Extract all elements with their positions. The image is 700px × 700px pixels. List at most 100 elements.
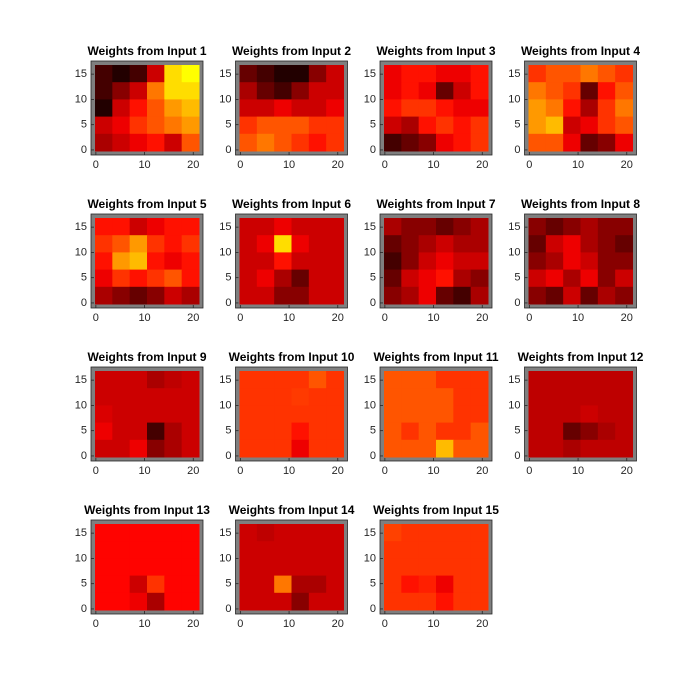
heat-cell bbox=[401, 524, 420, 542]
heat-cell bbox=[256, 371, 275, 389]
heat-cell bbox=[453, 133, 472, 152]
x-tick-label: 10 bbox=[427, 618, 439, 630]
heat-cell bbox=[580, 439, 599, 458]
heat-cell bbox=[256, 558, 275, 577]
y-tick-label: 0 bbox=[514, 297, 520, 309]
heat-cell bbox=[470, 116, 489, 135]
heat-cell bbox=[470, 405, 489, 424]
x-tick-label: 20 bbox=[476, 159, 488, 171]
heat-cell bbox=[326, 82, 344, 100]
heat-cell bbox=[545, 99, 564, 118]
heat-cell bbox=[181, 116, 200, 135]
heat-cell bbox=[326, 235, 344, 253]
heat-cell bbox=[384, 541, 402, 559]
heat-cell bbox=[401, 541, 420, 559]
heat-cell bbox=[95, 82, 113, 100]
axes-box bbox=[524, 60, 637, 156]
heat-cell bbox=[580, 116, 599, 135]
heat-cell bbox=[470, 524, 489, 542]
axes-box bbox=[379, 60, 493, 156]
y-tick-label: 5 bbox=[225, 425, 231, 437]
x-tick-label: 10 bbox=[283, 618, 295, 630]
y-tick-label: 5 bbox=[370, 272, 376, 284]
heat-cell bbox=[470, 218, 489, 236]
heat-cell bbox=[164, 218, 183, 236]
heat-cell bbox=[563, 371, 581, 389]
heat-cell bbox=[147, 558, 165, 577]
heat-cell bbox=[326, 388, 344, 406]
x-tick-label: 0 bbox=[382, 312, 388, 324]
heat-cell bbox=[615, 116, 633, 135]
x-tick-label: 0 bbox=[382, 465, 388, 477]
heat-cell bbox=[545, 218, 564, 236]
heat-cell bbox=[95, 116, 113, 135]
heat-cell bbox=[580, 252, 599, 271]
heat-cell bbox=[453, 592, 472, 611]
x-tick-label: 0 bbox=[93, 618, 99, 630]
heat-cell bbox=[181, 558, 200, 577]
heat-cell bbox=[181, 252, 200, 271]
heat-cell bbox=[291, 235, 310, 253]
y-tick-label: 0 bbox=[514, 144, 520, 156]
x-tick-label: 0 bbox=[93, 465, 99, 477]
y-tick-label: 5 bbox=[81, 578, 87, 590]
heat-cell bbox=[580, 422, 599, 441]
heat-cell bbox=[563, 269, 581, 288]
y-tick-label: 15 bbox=[219, 68, 231, 80]
heat-cell bbox=[291, 116, 310, 135]
heat-cell bbox=[239, 541, 258, 559]
x-tick-label: 0 bbox=[237, 465, 243, 477]
heat-cell bbox=[326, 541, 344, 559]
y-tick-label: 0 bbox=[81, 144, 87, 156]
heat-cell bbox=[239, 82, 258, 100]
heat-cell bbox=[129, 133, 148, 152]
heat-cell bbox=[563, 65, 581, 83]
heat-cell bbox=[597, 252, 616, 271]
x-tick-label: 20 bbox=[476, 465, 488, 477]
heat-cell bbox=[308, 422, 327, 441]
heat-cell bbox=[274, 99, 292, 118]
heat-cell bbox=[308, 524, 327, 542]
heat-cell bbox=[274, 218, 292, 236]
heat-cell bbox=[597, 116, 616, 135]
x-tick-label: 10 bbox=[572, 312, 584, 324]
x-tick-label: 20 bbox=[332, 312, 344, 324]
heat-cell bbox=[470, 558, 489, 577]
heat-cell bbox=[308, 252, 327, 271]
heat-cell bbox=[112, 575, 131, 594]
x-tick-label: 0 bbox=[526, 465, 532, 477]
heat-cell bbox=[418, 524, 437, 542]
x-tick-label: 0 bbox=[526, 312, 532, 324]
y-tick-label: 15 bbox=[364, 221, 376, 233]
heat-cell bbox=[326, 558, 344, 577]
heat-cell bbox=[326, 371, 344, 389]
heat-cell bbox=[181, 99, 200, 118]
heat-cell bbox=[326, 252, 344, 271]
heat-cell bbox=[308, 541, 327, 559]
axes-box bbox=[90, 213, 204, 309]
heat-cell bbox=[239, 286, 258, 305]
y-tick-label: 0 bbox=[370, 450, 376, 462]
y-tick-label: 5 bbox=[370, 119, 376, 131]
x-tick-label: 10 bbox=[283, 465, 295, 477]
heat-cell bbox=[453, 218, 472, 236]
heat-cell bbox=[528, 388, 547, 406]
heat-cell bbox=[528, 286, 547, 305]
axes-box bbox=[90, 519, 204, 615]
heat-cell bbox=[291, 388, 310, 406]
heat-cell bbox=[239, 133, 258, 152]
heat-cell bbox=[256, 65, 275, 83]
heat-cell bbox=[401, 405, 420, 424]
heat-cell bbox=[164, 116, 183, 135]
heat-cell bbox=[112, 541, 131, 559]
heat-cell bbox=[239, 575, 258, 594]
heat-cell bbox=[147, 252, 165, 271]
heat-cell bbox=[95, 405, 113, 424]
heat-cell bbox=[401, 286, 420, 305]
heat-cell bbox=[95, 218, 113, 236]
heat-cell bbox=[181, 575, 200, 594]
y-tick-label: 10 bbox=[364, 552, 376, 564]
heat-cell bbox=[181, 439, 200, 458]
heat-cell bbox=[291, 133, 310, 152]
y-tick-label: 15 bbox=[508, 221, 520, 233]
